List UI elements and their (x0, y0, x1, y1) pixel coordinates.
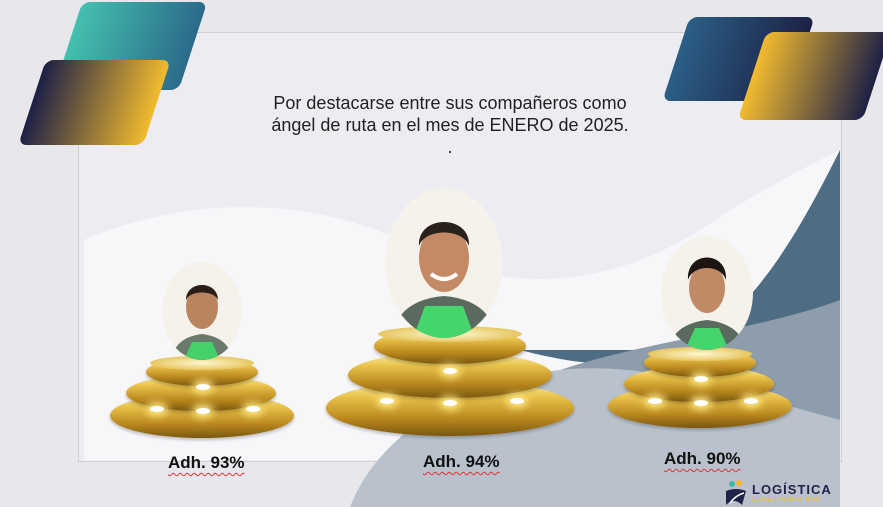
logo-name: LOGÍSTICA (752, 481, 832, 497)
winner-photo (385, 188, 503, 338)
logo-road-icon (726, 480, 746, 505)
company-logo: LOGÍSTICA CONECTAMOS MAS (724, 479, 832, 505)
message-line: ángel de ruta en el mes de ENERO de 2025… (271, 115, 629, 135)
adherence-label: Adh. 93% (168, 453, 245, 472)
winner-photo (661, 236, 753, 350)
recognition-message: Por destacarse entre sus compañeros como… (200, 92, 700, 158)
winner-photo (162, 262, 242, 360)
adherence-label: Adh. 90% (664, 449, 741, 468)
message-line: Por destacarse entre sus compañeros como (273, 93, 627, 113)
logo-tagline: CONECTAMOS MAS (752, 496, 822, 503)
message-line: . (447, 137, 453, 157)
adherence-label: Adh. 94% (423, 452, 500, 471)
